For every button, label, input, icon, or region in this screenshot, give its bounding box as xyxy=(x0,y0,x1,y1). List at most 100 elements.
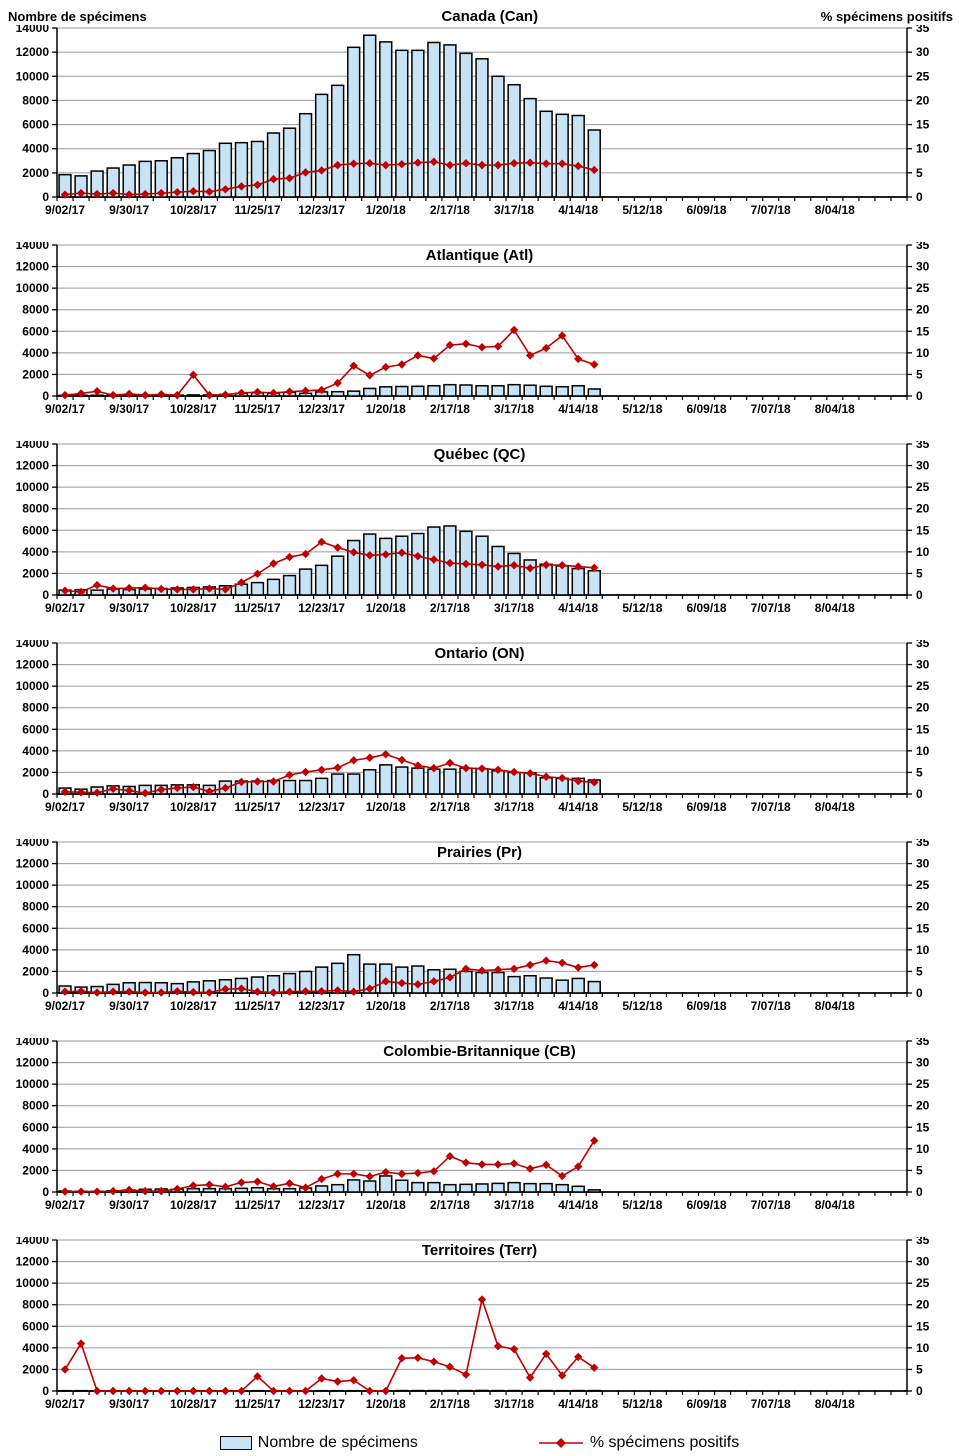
y-left-tick-label: 0 xyxy=(42,190,49,204)
bar xyxy=(428,386,440,396)
bar-series xyxy=(59,955,600,993)
bar xyxy=(284,128,296,197)
bar xyxy=(284,1189,296,1192)
x-tick-label: 6/09/18 xyxy=(687,402,727,416)
x-tick-label: 1/20/18 xyxy=(366,402,406,416)
bar xyxy=(412,50,424,197)
y-left-tick-label: 10000 xyxy=(16,69,50,83)
bar xyxy=(556,114,568,197)
diamond-marker xyxy=(398,360,406,368)
diamond-marker xyxy=(205,1387,213,1395)
y-right-tick-label: 10 xyxy=(916,1341,930,1355)
chart-panel-canada: Nombre de spécimens Canada (Can) % spéci… xyxy=(0,6,959,226)
y-right-tick-label: 20 xyxy=(916,900,930,914)
y-right-tick-label: 15 xyxy=(916,722,930,736)
diamond-marker xyxy=(157,390,165,398)
x-tick-label: 1/20/18 xyxy=(366,203,406,217)
diamond-marker xyxy=(366,371,374,379)
diamond-marker xyxy=(93,1187,101,1195)
y-left-tick-label: 4000 xyxy=(22,1341,49,1355)
x-tick-label: 3/17/18 xyxy=(494,800,534,814)
diamond-marker xyxy=(333,1170,341,1178)
y-left-tick-label: 12000 xyxy=(16,1056,50,1070)
bar xyxy=(540,1184,552,1192)
bar xyxy=(556,1185,568,1192)
y-left-tick-label: 8000 xyxy=(22,900,49,914)
y-right-tick-label: 35 xyxy=(916,839,930,849)
y-left-tick-label: 12000 xyxy=(16,1255,50,1269)
y-right-tick-label: 5 xyxy=(916,166,923,180)
pct-positive-line xyxy=(65,1300,594,1391)
diamond-marker xyxy=(285,1179,293,1187)
bar xyxy=(588,1190,600,1192)
diamond-marker xyxy=(414,1354,422,1362)
diamond-marker xyxy=(77,1187,85,1195)
diamond-marker xyxy=(478,1160,486,1168)
y-right-tick-label: 5 xyxy=(916,765,923,779)
y-right-tick-label: 15 xyxy=(916,324,930,338)
y-left-tick-label: 6000 xyxy=(22,921,49,935)
y-left-tick-label: 0 xyxy=(42,588,49,602)
y-left-tick-label: 8000 xyxy=(22,1099,49,1113)
x-tick-label: 8/04/18 xyxy=(815,601,855,615)
y-right-tick-label: 15 xyxy=(916,1319,930,1333)
x-tick-label: 6/09/18 xyxy=(687,203,727,217)
bar xyxy=(508,85,520,197)
x-tick-label: 9/02/17 xyxy=(45,203,85,217)
bar xyxy=(364,534,376,595)
bar xyxy=(412,386,424,396)
y-left-tick-label: 4000 xyxy=(22,346,49,360)
diamond-marker xyxy=(526,1165,534,1173)
bar-series xyxy=(59,526,600,595)
x-tick-label: 6/09/18 xyxy=(687,1397,727,1411)
y-right-tick-label: 25 xyxy=(916,281,930,295)
y-right-tick-label: 35 xyxy=(916,242,930,252)
y-left-tick-label: 12000 xyxy=(16,658,50,672)
diamond-marker xyxy=(349,1170,357,1178)
diamond-marker xyxy=(61,1187,69,1195)
y-right-tick-label: 30 xyxy=(916,1255,930,1269)
y-right-tick-label: 10 xyxy=(916,943,930,957)
y-right-tick-label: 0 xyxy=(916,787,923,801)
diamond-marker xyxy=(93,581,101,589)
diamond-marker xyxy=(430,1357,438,1365)
diamond-marker xyxy=(157,1387,165,1395)
y-left-tick-label: 2000 xyxy=(22,964,49,978)
bar xyxy=(444,45,456,197)
x-tick-label: 5/12/18 xyxy=(622,1397,662,1411)
x-tick-label: 2/17/18 xyxy=(430,800,470,814)
bar xyxy=(492,1183,504,1192)
diamond-marker xyxy=(398,1170,406,1178)
diamond-marker xyxy=(205,1180,213,1188)
diamond-marker xyxy=(189,1387,197,1395)
x-tick-label: 3/17/18 xyxy=(494,1397,534,1411)
y-left-tick-label: 14000 xyxy=(16,839,50,849)
bar xyxy=(380,387,392,396)
chart-header-row: Nombre de spécimens Canada (Can) % spéci… xyxy=(0,6,959,25)
y-left-tick-label: 10000 xyxy=(16,480,50,494)
bar xyxy=(540,386,552,396)
x-tick-label: 11/25/17 xyxy=(234,601,280,615)
y-left-tick-label: 10000 xyxy=(16,1077,50,1091)
bar xyxy=(476,1390,488,1391)
diamond-marker xyxy=(510,1345,518,1353)
bar xyxy=(588,389,600,396)
y-left-tick-label: 6000 xyxy=(22,118,49,132)
x-tick-label: 2/17/18 xyxy=(430,1198,470,1212)
diamond-marker xyxy=(446,759,454,767)
bar xyxy=(380,538,392,595)
x-tick-label: 12/23/17 xyxy=(298,1397,345,1411)
diamond-marker xyxy=(590,1136,598,1144)
x-tick-label: 7/07/18 xyxy=(751,999,791,1013)
diamond-marker xyxy=(253,1177,261,1185)
legend-label-pct-positifs: % spécimens positifs xyxy=(590,1434,739,1452)
y-right-tick-label: 5 xyxy=(916,566,923,580)
y-left-tick-label: 2000 xyxy=(22,765,49,779)
x-tick-label: 9/30/17 xyxy=(109,402,149,416)
diamond-marker xyxy=(558,959,566,967)
y-right-tick-label: 25 xyxy=(916,878,930,892)
diamond-marker xyxy=(398,1354,406,1362)
